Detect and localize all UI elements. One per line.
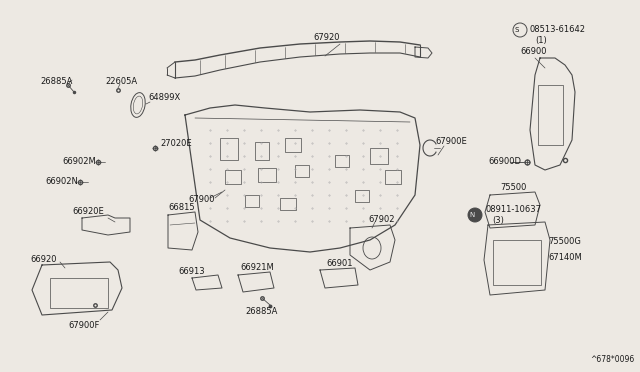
Text: 66900: 66900 bbox=[520, 48, 547, 57]
Bar bbox=[255, 142, 269, 160]
Bar bbox=[385, 170, 401, 184]
Text: (3): (3) bbox=[492, 215, 504, 224]
Bar bbox=[538, 85, 563, 145]
Text: 66901: 66901 bbox=[326, 259, 353, 267]
Text: 26885A: 26885A bbox=[40, 77, 72, 87]
Text: 66913: 66913 bbox=[178, 267, 205, 276]
Bar bbox=[258, 168, 276, 182]
Bar bbox=[335, 155, 349, 167]
Text: N: N bbox=[469, 212, 475, 218]
Text: N: N bbox=[469, 212, 475, 218]
Text: 66815: 66815 bbox=[168, 203, 195, 212]
Bar bbox=[355, 190, 369, 202]
Text: 08513-61642: 08513-61642 bbox=[529, 26, 585, 35]
Text: 67902: 67902 bbox=[368, 215, 394, 224]
Text: 67920: 67920 bbox=[313, 33, 339, 42]
Text: 27020E: 27020E bbox=[160, 140, 191, 148]
Bar bbox=[280, 198, 296, 210]
Text: S: S bbox=[515, 27, 519, 33]
Text: 66920: 66920 bbox=[30, 256, 56, 264]
Text: 67900: 67900 bbox=[188, 196, 214, 205]
Circle shape bbox=[468, 208, 482, 222]
Text: 67900F: 67900F bbox=[68, 321, 99, 330]
Bar bbox=[245, 195, 259, 207]
Text: 66900D: 66900D bbox=[488, 157, 521, 167]
Text: 66902N: 66902N bbox=[45, 177, 78, 186]
Text: 08911-10637: 08911-10637 bbox=[485, 205, 541, 215]
Bar bbox=[50, 278, 108, 308]
Bar bbox=[220, 138, 238, 160]
Text: ^678*0096: ^678*0096 bbox=[590, 356, 634, 365]
Text: 66921M: 66921M bbox=[240, 263, 274, 273]
Bar bbox=[493, 240, 541, 285]
Text: 66920E: 66920E bbox=[72, 208, 104, 217]
Text: 75500G: 75500G bbox=[548, 237, 581, 247]
Text: 67140M: 67140M bbox=[548, 253, 582, 263]
Text: 22605A: 22605A bbox=[105, 77, 137, 87]
Bar bbox=[225, 170, 241, 184]
Text: 26885A: 26885A bbox=[245, 308, 277, 317]
Text: 75500: 75500 bbox=[500, 183, 526, 192]
Text: 67900E: 67900E bbox=[435, 138, 467, 147]
Bar bbox=[285, 138, 301, 152]
Bar bbox=[295, 165, 309, 177]
Bar bbox=[370, 148, 388, 164]
Text: 64899X: 64899X bbox=[148, 93, 180, 103]
Text: (1): (1) bbox=[535, 35, 547, 45]
Text: 66902M: 66902M bbox=[62, 157, 96, 167]
